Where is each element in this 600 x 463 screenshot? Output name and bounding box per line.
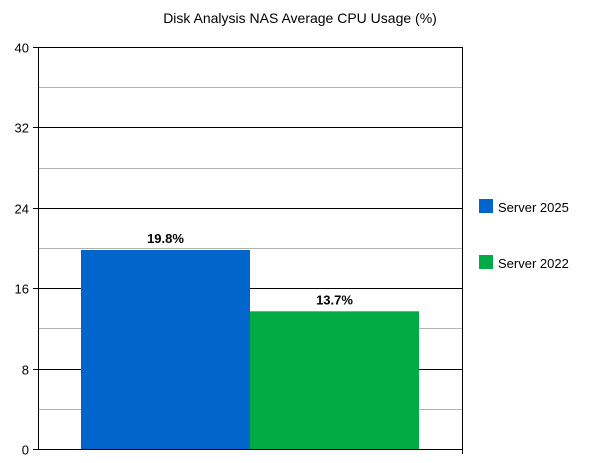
axes [38,47,463,454]
legend: Server 2025 Server 2022 [479,199,569,271]
data-label: 19.8% [147,231,184,246]
y-tick-label: 0 [22,443,29,458]
data-label: 13.7% [316,292,353,307]
y-tick-label: 8 [22,363,29,378]
legend-label: Server 2025 [498,200,569,215]
y-tick-label: 32 [15,121,29,136]
bars: 19.8% 13.7% [81,231,419,449]
y-axis-ticks: 0 8 16 24 32 40 [15,41,38,458]
y-tick-label: 24 [15,202,29,217]
y-tick-label: 16 [15,282,29,297]
chart-title: Disk Analysis NAS Average CPU Usage (%) [163,10,437,26]
legend-swatch [479,255,493,269]
y-tick-label: 40 [15,41,29,56]
legend-swatch [479,199,493,213]
legend-label: Server 2022 [498,256,569,271]
bar-server-2025 [81,250,250,449]
bar-server-2022 [250,311,419,449]
